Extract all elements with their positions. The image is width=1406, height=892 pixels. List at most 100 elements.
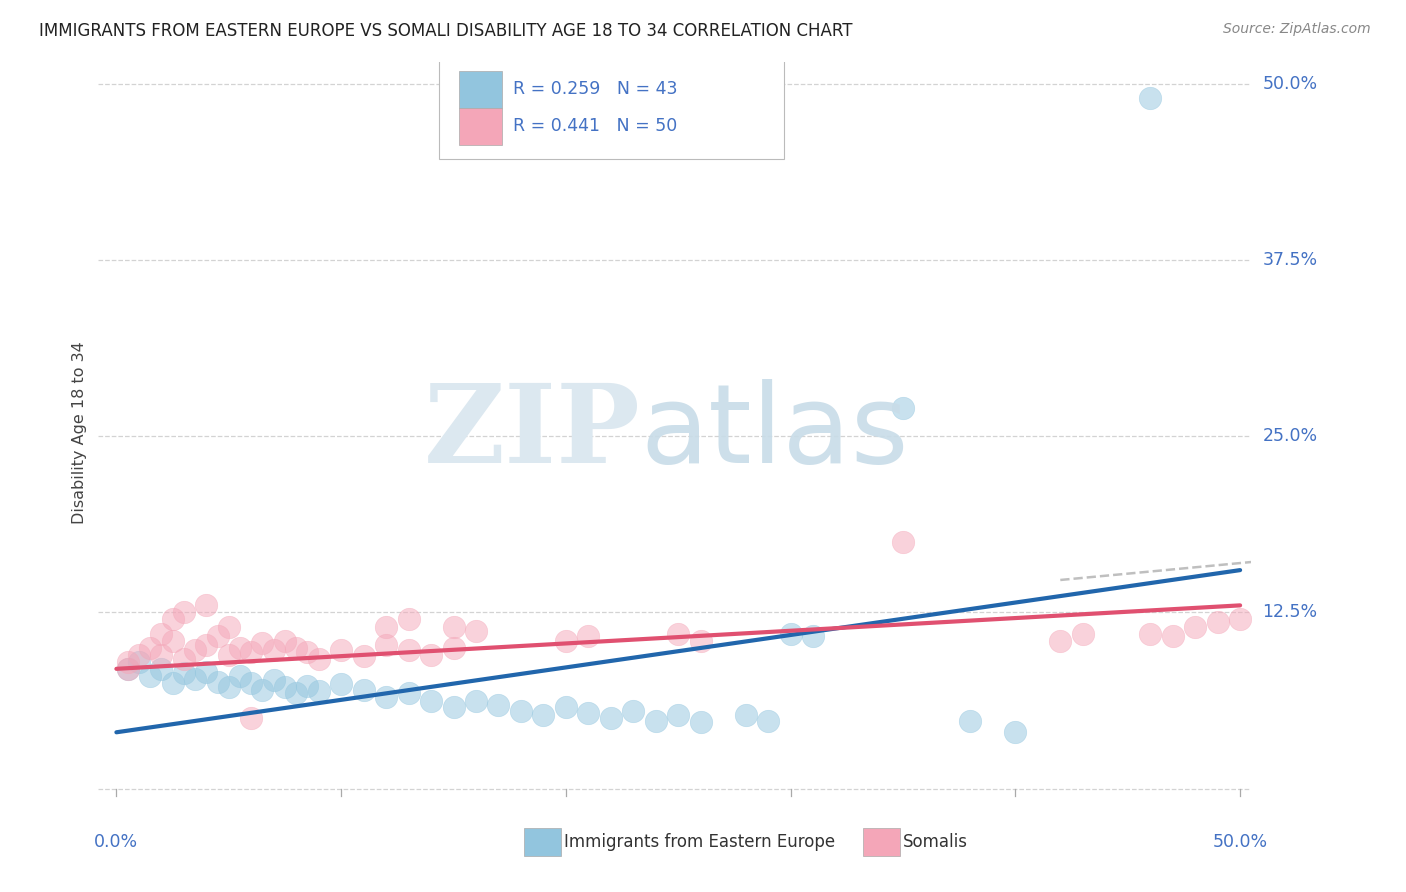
Point (959, 714, 981, 728)
Point (229, 669, 252, 683)
Point (308, 652, 330, 666)
Point (263, 643, 285, 657)
Text: ZIP: ZIP (423, 379, 640, 486)
Text: 12.5%: 12.5% (1263, 603, 1317, 622)
Point (353, 649, 375, 664)
Text: 50.0%: 50.0% (1212, 833, 1268, 851)
Y-axis label: Disability Age 18 to 34: Disability Age 18 to 34 (72, 342, 87, 524)
Point (1049, 633, 1071, 648)
Point (554, 699, 576, 714)
Text: Source: ZipAtlas.com: Source: ZipAtlas.com (1223, 22, 1371, 37)
Point (207, 629, 229, 643)
Point (218, 619, 240, 633)
Point (252, 636, 274, 650)
Point (443, 619, 465, 633)
Point (779, 626, 801, 640)
Text: 25.0%: 25.0% (1263, 427, 1317, 445)
Point (420, 648, 443, 662)
Point (308, 684, 330, 698)
Point (117, 655, 139, 669)
Text: 37.5%: 37.5% (1263, 251, 1317, 268)
Point (689, 633, 711, 648)
Point (128, 648, 150, 662)
Point (576, 706, 599, 720)
Point (285, 686, 308, 700)
Point (128, 655, 150, 669)
Point (398, 686, 420, 700)
Text: 0.0%: 0.0% (94, 833, 138, 851)
Point (666, 626, 689, 640)
Point (398, 612, 420, 626)
Point (891, 535, 914, 549)
Text: Immigrants from Eastern Europe: Immigrants from Eastern Europe (564, 833, 835, 851)
Point (1229, 612, 1251, 626)
Point (1206, 615, 1229, 630)
Point (465, 694, 488, 708)
Point (330, 677, 353, 691)
Point (297, 679, 319, 693)
Point (621, 704, 644, 718)
Point (274, 633, 297, 648)
Point (375, 619, 398, 633)
Point (195, 599, 218, 613)
Point (162, 612, 184, 626)
Point (229, 640, 252, 655)
Point (1251, 609, 1274, 624)
Point (398, 643, 420, 657)
Point (443, 640, 465, 655)
Text: R = 0.259   N = 43: R = 0.259 N = 43 (513, 80, 678, 98)
Point (1071, 626, 1094, 640)
Point (162, 676, 184, 690)
Point (644, 714, 666, 728)
Point (1274, 606, 1296, 620)
Text: R = 0.441   N = 50: R = 0.441 N = 50 (513, 118, 678, 136)
Point (330, 643, 353, 657)
Point (117, 662, 139, 676)
Point (240, 645, 263, 659)
FancyBboxPatch shape (460, 70, 502, 108)
Text: Somalis: Somalis (903, 833, 967, 851)
Point (117, 662, 139, 676)
Point (353, 683, 375, 698)
Point (891, 401, 914, 415)
Point (218, 680, 240, 694)
Point (756, 714, 779, 728)
Point (375, 638, 398, 652)
FancyBboxPatch shape (439, 59, 785, 159)
Point (1004, 725, 1026, 739)
Point (297, 645, 319, 659)
Point (1139, 91, 1161, 105)
Point (150, 626, 173, 640)
Point (207, 674, 229, 689)
Point (1161, 629, 1184, 643)
Point (443, 699, 465, 714)
Point (173, 666, 195, 681)
Point (173, 606, 195, 620)
Point (488, 698, 510, 713)
Point (184, 672, 207, 686)
Point (195, 665, 218, 679)
Point (162, 633, 184, 648)
Text: IMMIGRANTS FROM EASTERN EUROPE VS SOMALI DISABILITY AGE 18 TO 34 CORRELATION CHA: IMMIGRANTS FROM EASTERN EUROPE VS SOMALI… (39, 22, 853, 40)
Point (252, 683, 274, 698)
Point (531, 708, 554, 723)
Point (666, 708, 689, 723)
Point (240, 676, 263, 690)
Point (263, 673, 285, 687)
Point (576, 629, 599, 643)
Point (510, 704, 533, 718)
Point (801, 629, 824, 643)
FancyBboxPatch shape (460, 108, 502, 145)
Point (1184, 619, 1206, 633)
Text: atlas: atlas (640, 379, 908, 486)
Point (218, 648, 240, 662)
Point (274, 680, 297, 694)
Point (150, 662, 173, 676)
Point (139, 669, 162, 683)
Point (465, 624, 488, 638)
Point (554, 633, 576, 648)
Point (173, 652, 195, 666)
Point (184, 643, 207, 657)
Point (139, 640, 162, 655)
Point (734, 708, 756, 723)
